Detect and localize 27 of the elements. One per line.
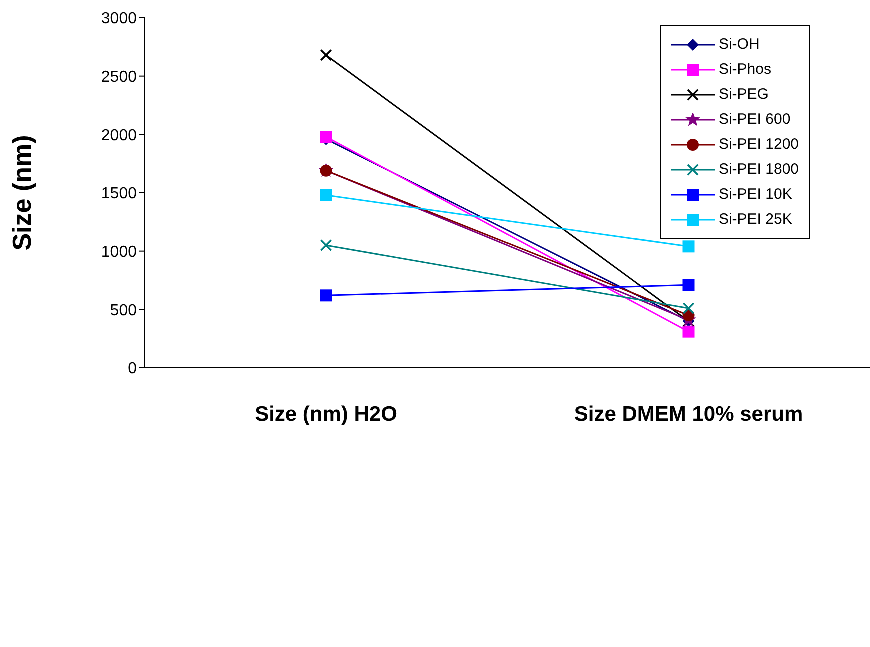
legend-label: Si-PEI 600 [718, 111, 791, 128]
point [682, 240, 695, 253]
y-tick-label: 1500 [101, 186, 138, 203]
legend-label: Si-Phos [718, 61, 772, 78]
legend-label: Si-PEI 1200 [718, 136, 799, 153]
legend-label: Si-PEG [718, 86, 769, 103]
point [320, 189, 332, 202]
legend-label: Si-PEI 1800 [718, 161, 799, 178]
y-tick-label: 500 [110, 302, 138, 320]
y-tick-label: 2500 [101, 69, 138, 86]
point [320, 290, 332, 302]
y-axis-title: Size (nm) [7, 135, 38, 251]
y-tick-label: 2000 [101, 127, 138, 144]
point [320, 240, 332, 252]
legend-label: Si-OH [718, 36, 760, 53]
point [682, 279, 695, 292]
point [683, 302, 694, 314]
point [320, 131, 332, 143]
legend-label: Si-PEI 10K [718, 186, 792, 203]
x-tick-label: Size DMEM 10% serum [574, 402, 804, 426]
x-tick-label: Size (nm) H2O [255, 402, 398, 426]
y-tick-label: 0 [128, 360, 138, 378]
point [682, 326, 695, 338]
y-tick-label: 3000 [101, 10, 138, 28]
point [320, 50, 332, 62]
y-tick-label: 1000 [101, 244, 138, 262]
legend-label: Si-PEI 25K [718, 211, 792, 228]
